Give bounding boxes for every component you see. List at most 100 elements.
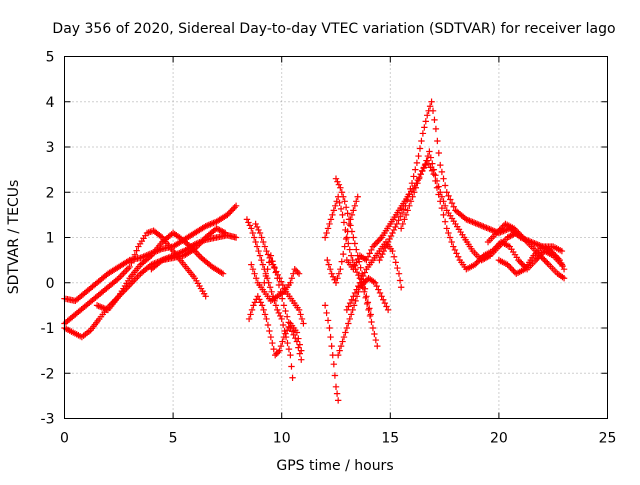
- data-point: [252, 275, 260, 282]
- data-point: [438, 193, 446, 200]
- data-point: [438, 168, 446, 176]
- data-point: [332, 279, 340, 286]
- data-point: [323, 309, 330, 317]
- data-point: [274, 275, 281, 282]
- data-point: [330, 207, 338, 214]
- y-tick-labels: -3 -2 -1 0 1 2 3 4 5: [41, 50, 55, 428]
- series-arc-8: [252, 220, 307, 327]
- data-point: [287, 324, 294, 332]
- data-point: [378, 293, 385, 300]
- data-point: [383, 241, 390, 249]
- data-point: [351, 262, 359, 269]
- data-point: [365, 306, 372, 314]
- data-point: [279, 321, 287, 329]
- data-point: [343, 234, 351, 241]
- data-point: [336, 347, 343, 354]
- data-point: [277, 312, 284, 320]
- series-arc-20: [484, 220, 568, 282]
- data-point: [251, 299, 259, 306]
- data-point: [321, 234, 329, 241]
- data-point: [379, 250, 386, 258]
- data-point: [342, 329, 349, 336]
- data-point: [496, 226, 503, 234]
- data-point: [328, 270, 335, 277]
- data-point: [518, 232, 525, 240]
- data-point: [350, 207, 357, 214]
- data-point: [366, 305, 373, 312]
- data-point: [510, 267, 517, 274]
- data-point: [508, 265, 516, 273]
- data-points: [61, 98, 568, 404]
- data-point: [351, 289, 359, 297]
- data-point: [412, 184, 420, 191]
- data-point: [256, 296, 263, 303]
- data-point: [292, 267, 300, 274]
- data-point: [427, 164, 434, 171]
- y-tick-label: 5: [46, 50, 55, 66]
- y-tick-label: 2: [46, 185, 55, 201]
- data-point: [347, 222, 354, 229]
- data-point: [373, 282, 380, 290]
- data-point: [293, 338, 301, 345]
- data-point: [375, 237, 382, 244]
- data-point: [538, 253, 545, 261]
- data-point: [403, 196, 411, 204]
- data-point: [259, 261, 267, 268]
- data-point: [410, 189, 418, 196]
- data-point: [512, 226, 519, 234]
- data-point: [266, 327, 273, 335]
- data-point: [133, 247, 140, 254]
- y-tick-label: -3: [41, 412, 55, 428]
- data-point: [353, 286, 360, 293]
- chart-title: Day 356 of 2020, Sidereal Day-to-day VTE…: [52, 21, 615, 37]
- data-point: [297, 311, 304, 318]
- data-point: [359, 272, 367, 280]
- data-point: [296, 341, 303, 348]
- data-point: [368, 318, 375, 326]
- data-point: [266, 284, 274, 291]
- data-point: [353, 246, 360, 253]
- data-point: [333, 198, 340, 205]
- data-point: [120, 270, 127, 277]
- data-point: [422, 118, 429, 125]
- data-point: [290, 270, 297, 277]
- data-point: [288, 363, 295, 370]
- data-point: [477, 255, 484, 262]
- x-tick-labels: 0 5 10 15 20 25: [60, 431, 616, 447]
- data-point: [254, 293, 262, 300]
- data-point: [351, 240, 359, 247]
- data-point: [440, 175, 447, 182]
- y-tick-label: -2: [41, 366, 55, 382]
- data-point: [280, 333, 288, 341]
- data-point: [291, 265, 298, 273]
- data-point: [435, 149, 443, 157]
- data-point: [333, 390, 341, 397]
- data-point: [397, 284, 405, 291]
- data-point: [348, 211, 356, 219]
- data-point: [366, 312, 374, 320]
- x-tick-label: 15: [381, 431, 399, 447]
- data-point: [276, 347, 283, 354]
- data-point: [118, 271, 126, 279]
- data-point: [407, 198, 415, 205]
- data-point: [377, 253, 385, 261]
- data-point: [270, 345, 277, 353]
- data-point: [453, 250, 460, 257]
- data-point: [329, 211, 336, 219]
- data-point: [494, 241, 502, 249]
- data-point: [358, 276, 365, 283]
- data-point: [252, 238, 259, 246]
- data-point: [433, 184, 441, 191]
- data-point: [249, 229, 256, 237]
- plot-frame: [64, 56, 608, 419]
- data-point: [428, 167, 436, 174]
- data-point: [214, 226, 222, 233]
- data-point: [392, 259, 399, 266]
- data-point: [450, 243, 457, 250]
- data-point: [248, 225, 255, 232]
- data-point: [374, 238, 381, 246]
- data-point: [435, 183, 442, 190]
- data-point: [432, 125, 440, 133]
- data-point: [555, 255, 562, 262]
- data-point: [355, 255, 362, 263]
